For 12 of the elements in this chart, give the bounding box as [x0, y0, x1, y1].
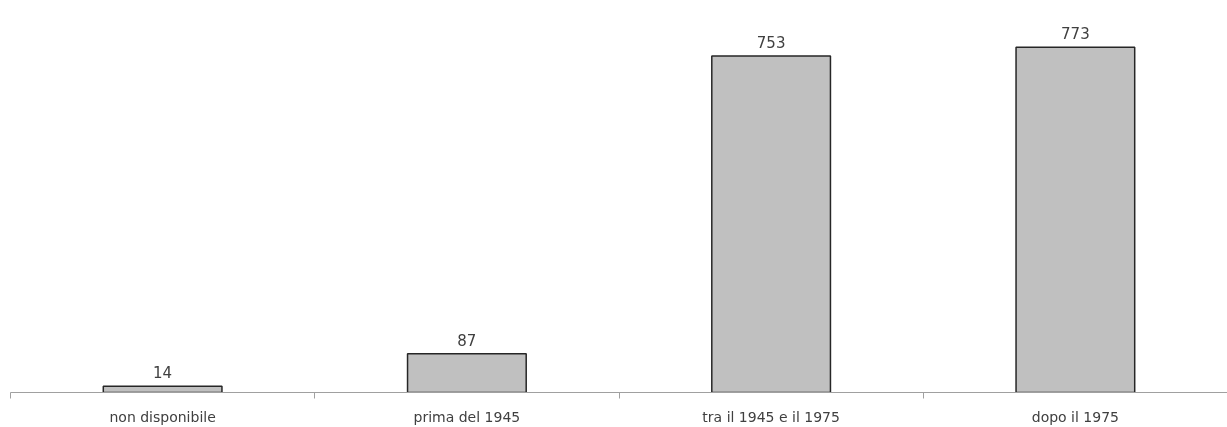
bar: [711, 55, 832, 393]
x-tick-label: non disponibile: [109, 408, 216, 425]
x-tick-label: dopo il 1975: [1031, 408, 1119, 425]
x-tick-label: prima del 1945: [413, 408, 521, 425]
data-label: 773: [1061, 25, 1090, 44]
bar: [406, 352, 527, 393]
data-label: 753: [756, 34, 786, 53]
x-tick-label: tra il 1945 e il 1975: [702, 408, 840, 425]
data-label: 87: [457, 331, 477, 350]
data-label: 14: [153, 364, 173, 383]
bar: [1015, 46, 1136, 393]
bar: [102, 385, 223, 393]
